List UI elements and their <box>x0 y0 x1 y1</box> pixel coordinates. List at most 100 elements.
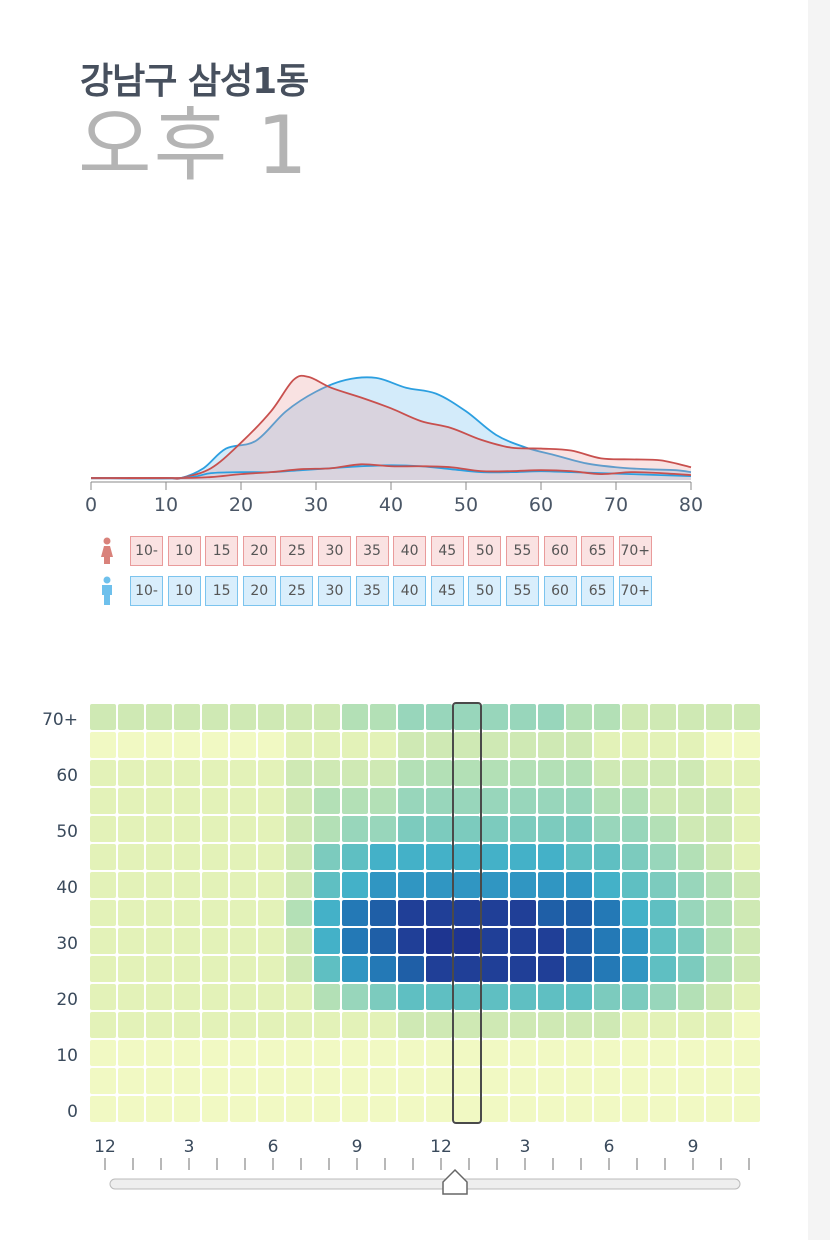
female-age-button-65[interactable]: 65 <box>581 536 615 566</box>
heatmap-cell <box>146 704 172 730</box>
heatmap-cell <box>146 1040 172 1066</box>
slider-tick-marks <box>104 1158 750 1170</box>
heatmap-cell <box>594 732 620 758</box>
density-line-male <box>91 376 692 480</box>
time-slider[interactable]: 12 3 6 9 12 3 6 9 <box>90 1130 760 1200</box>
heatmap-cell <box>146 844 172 870</box>
heatmap-cell <box>286 900 312 926</box>
density-series-group <box>90 374 692 480</box>
heatmap-cell <box>566 844 592 870</box>
heatmap-cell <box>90 872 116 898</box>
female-age-button-10[interactable]: 10 <box>167 536 201 566</box>
heatmap-cell <box>314 1096 340 1122</box>
heatmap-cell <box>314 900 340 926</box>
heatmap-cell <box>342 872 368 898</box>
heatmap-cell <box>650 1068 676 1094</box>
female-age-button-40[interactable]: 40 <box>393 536 427 566</box>
heatmap-cell <box>398 872 424 898</box>
male-age-button-15[interactable]: 15 <box>205 576 239 606</box>
heatmap-cell <box>650 816 676 842</box>
heatmap-cell <box>678 928 704 954</box>
male-age-button-10[interactable]: 10 <box>167 576 201 606</box>
heatmap-cell <box>314 1040 340 1066</box>
slider-handle[interactable] <box>442 1168 468 1195</box>
heatmap-cell <box>342 928 368 954</box>
heatmap-cell <box>398 1012 424 1038</box>
female-age-button-50[interactable]: 50 <box>468 536 502 566</box>
male-age-button-30[interactable]: 30 <box>317 576 351 606</box>
heatmap-cell <box>426 788 452 814</box>
heatmap-cell <box>118 732 144 758</box>
female-age-button-55[interactable]: 55 <box>505 536 539 566</box>
female-age-button-70+[interactable]: 70+ <box>618 536 652 566</box>
heatmap-cell <box>426 900 452 926</box>
male-age-button-45[interactable]: 45 <box>430 576 464 606</box>
heatmap-cell <box>538 732 564 758</box>
heatmap-cell <box>118 956 144 982</box>
heatmap-cell <box>678 1040 704 1066</box>
male-age-button-60[interactable]: 60 <box>543 576 577 606</box>
male-age-button-25[interactable]: 25 <box>280 576 314 606</box>
heatmap-cell <box>566 1040 592 1066</box>
density-tick-label: 70 <box>604 494 628 516</box>
female-age-button-20[interactable]: 20 <box>242 536 276 566</box>
male-age-button-55[interactable]: 55 <box>505 576 539 606</box>
male-icon <box>94 576 120 606</box>
heatmap-cell <box>566 788 592 814</box>
slider-tick-label: 6 <box>268 1137 279 1157</box>
heatmap-cell <box>538 1040 564 1066</box>
heatmap-cell <box>398 928 424 954</box>
heatmap-cell <box>286 788 312 814</box>
heatmap-cell <box>146 1012 172 1038</box>
heatmap-cell <box>90 704 116 730</box>
male-age-button-65[interactable]: 65 <box>581 576 615 606</box>
heatmap-cell <box>622 760 648 786</box>
heatmap-cell <box>314 816 340 842</box>
heatmap-cell <box>174 1040 200 1066</box>
heatmap-cell <box>650 704 676 730</box>
heatmap-cell <box>146 1068 172 1094</box>
heatmap-cell <box>454 844 480 870</box>
heatmap-cell <box>426 872 452 898</box>
heatmap-cell <box>510 956 536 982</box>
heatmap-cell <box>258 704 284 730</box>
heatmap-cell <box>370 704 396 730</box>
heatmap-cell <box>426 816 452 842</box>
heatmap-cell <box>482 1068 508 1094</box>
female-age-button-45[interactable]: 45 <box>430 536 464 566</box>
heatmap-cell <box>566 1096 592 1122</box>
female-age-button-25[interactable]: 25 <box>280 536 314 566</box>
heatmap-cell <box>454 928 480 954</box>
density-tick-label: 20 <box>229 494 253 516</box>
male-age-button-10-[interactable]: 10- <box>130 576 163 606</box>
heatmap-cell <box>314 984 340 1010</box>
heatmap-cell <box>622 984 648 1010</box>
heatmap-cell <box>146 760 172 786</box>
heatmap-cell <box>622 704 648 730</box>
female-age-button-60[interactable]: 60 <box>543 536 577 566</box>
heatmap-cell <box>174 928 200 954</box>
male-age-button-70+[interactable]: 70+ <box>618 576 652 606</box>
male-age-button-35[interactable]: 35 <box>355 576 389 606</box>
heatmap-cell <box>510 984 536 1010</box>
heatmap-cell <box>370 844 396 870</box>
heatmap-cell <box>482 900 508 926</box>
heatmap-cell <box>426 984 452 1010</box>
female-age-button-30[interactable]: 30 <box>317 536 351 566</box>
heatmap-cell <box>230 984 256 1010</box>
female-age-button-15[interactable]: 15 <box>205 536 239 566</box>
heatmap-cell <box>538 872 564 898</box>
male-age-button-50[interactable]: 50 <box>468 576 502 606</box>
heatmap-cell <box>594 704 620 730</box>
heatmap-cell <box>342 704 368 730</box>
female-age-button-10-[interactable]: 10- <box>130 536 163 566</box>
male-age-button-20[interactable]: 20 <box>242 576 276 606</box>
heatmap-cell <box>202 956 228 982</box>
female-age-button-35[interactable]: 35 <box>355 536 389 566</box>
slider-track[interactable] <box>109 1178 741 1190</box>
heatmap-cell <box>230 816 256 842</box>
heatmap-cell <box>622 1012 648 1038</box>
heatmap-cell <box>566 1068 592 1094</box>
male-age-button-40[interactable]: 40 <box>393 576 427 606</box>
heatmap-cell <box>622 816 648 842</box>
